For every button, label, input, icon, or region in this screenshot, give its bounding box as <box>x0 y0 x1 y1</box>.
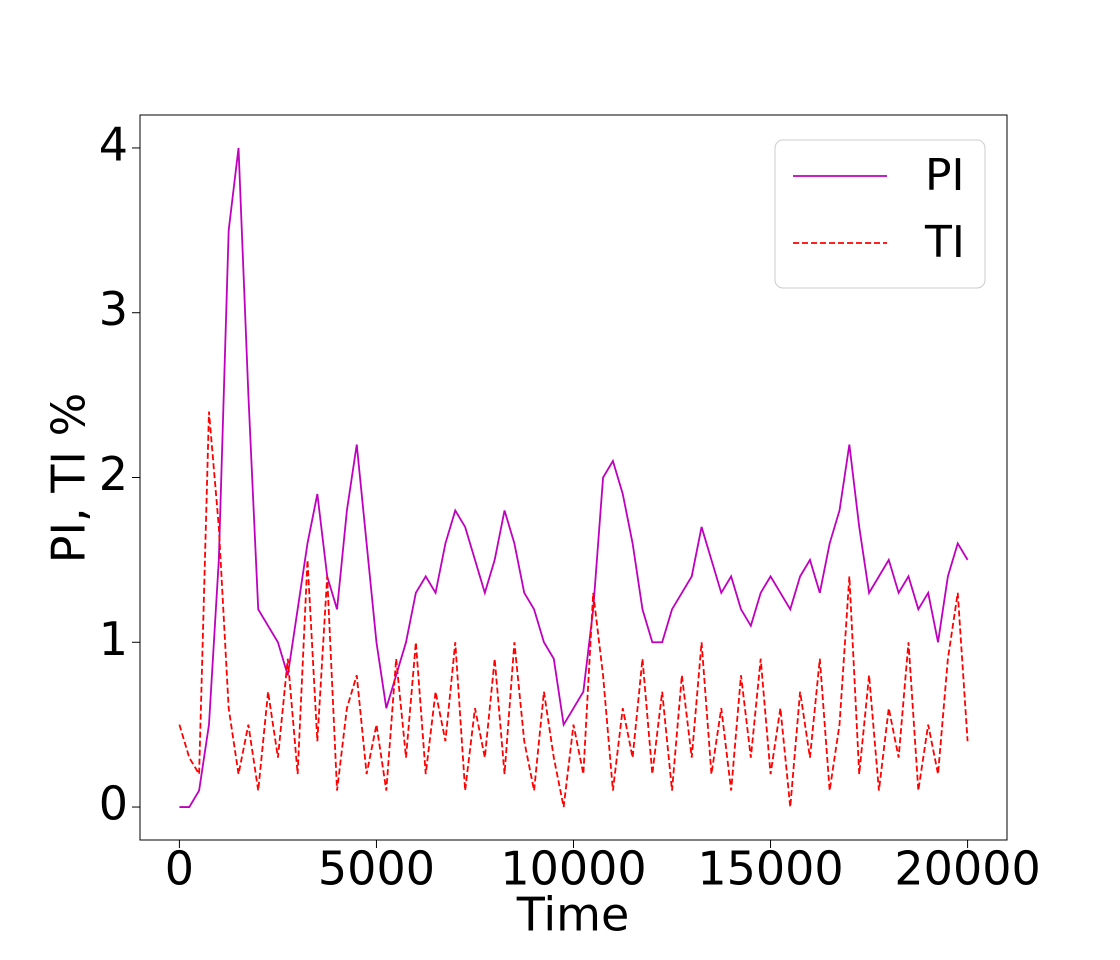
x-tick-label: 10000 <box>500 842 646 896</box>
x-tick-label: 5000 <box>318 842 435 896</box>
legend-label: PI <box>925 150 965 201</box>
y-tick-label: 0 <box>99 777 128 831</box>
y-tick-label: 3 <box>99 282 128 336</box>
line-series <box>179 147 969 808</box>
line-series <box>178 411 969 808</box>
legend-box <box>774 139 986 289</box>
legend-label: TI <box>924 217 965 268</box>
y-axis-label: PI, TI % <box>42 393 96 564</box>
legend: PI TI <box>774 139 986 289</box>
x-tick-label: 20000 <box>894 842 1040 896</box>
x-tick-label: 0 <box>165 842 194 896</box>
x-axis-label: Time <box>516 888 630 942</box>
plot-frame <box>139 114 1008 841</box>
y-tick-label: 2 <box>99 447 128 501</box>
y-tick-label: 1 <box>99 612 128 666</box>
y-tick-label: 4 <box>99 117 128 171</box>
x-tick-label: 15000 <box>697 842 843 896</box>
